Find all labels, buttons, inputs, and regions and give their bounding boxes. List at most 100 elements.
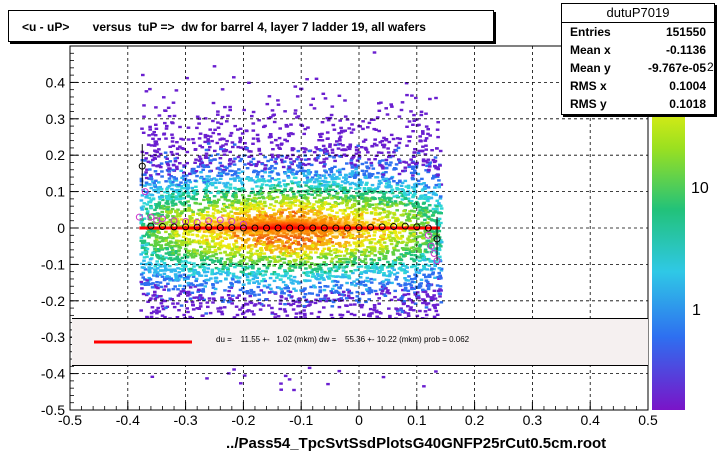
density-cell xyxy=(210,183,215,187)
density-cell xyxy=(407,165,411,169)
density-cell xyxy=(417,223,422,226)
density-cell xyxy=(331,244,335,247)
density-cell xyxy=(165,246,169,250)
density-cell xyxy=(370,173,375,176)
density-cell xyxy=(175,156,179,160)
density-cell xyxy=(147,269,151,272)
density-cell xyxy=(394,234,399,237)
density-cell xyxy=(293,252,298,255)
density-cell xyxy=(304,257,308,260)
density-cell xyxy=(302,205,307,208)
density-cell xyxy=(342,148,346,151)
density-cell xyxy=(416,151,421,155)
density-cell xyxy=(230,302,234,305)
density-cell xyxy=(369,270,374,273)
density-cell xyxy=(266,179,270,183)
density-cell xyxy=(259,202,264,206)
density-cell xyxy=(403,277,407,280)
density-cell xyxy=(174,89,179,92)
density-cell xyxy=(356,185,360,188)
density-cell xyxy=(439,267,444,271)
density-cell xyxy=(257,202,261,205)
density-cell xyxy=(245,275,250,279)
density-cell xyxy=(263,167,268,170)
density-cell xyxy=(337,137,342,140)
density-cell xyxy=(185,150,190,154)
density-cell xyxy=(364,170,369,173)
density-cell xyxy=(260,183,265,186)
density-cell xyxy=(280,160,285,164)
density-cell xyxy=(164,267,168,270)
density-cell xyxy=(140,282,144,286)
density-cell xyxy=(344,270,348,274)
density-cell xyxy=(341,212,346,215)
density-cell xyxy=(423,193,428,197)
density-cell xyxy=(149,311,154,315)
density-cell xyxy=(401,195,406,198)
density-cell xyxy=(186,183,190,187)
density-cell xyxy=(270,184,275,187)
density-cell xyxy=(238,127,243,130)
density-cell xyxy=(400,234,404,238)
density-cell xyxy=(419,278,424,281)
density-cell xyxy=(306,178,310,182)
density-cell xyxy=(315,270,319,273)
density-cell xyxy=(155,243,160,246)
density-cell xyxy=(360,239,365,242)
density-cell xyxy=(410,250,415,253)
density-cell xyxy=(206,207,210,210)
density-cell xyxy=(355,159,360,162)
density-cell xyxy=(426,302,431,305)
density-cell xyxy=(326,247,331,251)
density-cell xyxy=(330,241,335,244)
density-cell xyxy=(268,184,273,188)
density-cell xyxy=(267,255,272,259)
density-cell xyxy=(324,189,329,192)
density-cell xyxy=(405,144,409,147)
density-cell xyxy=(435,199,440,202)
density-cell xyxy=(388,164,392,167)
density-cell xyxy=(310,208,314,212)
density-cell xyxy=(255,272,260,275)
density-cell xyxy=(335,175,339,179)
density-cell xyxy=(415,266,420,270)
density-cell xyxy=(186,138,191,141)
density-cell xyxy=(170,195,175,199)
density-cell xyxy=(231,194,235,198)
density-cell xyxy=(372,142,377,146)
density-cell xyxy=(364,176,368,180)
density-cell xyxy=(332,156,336,159)
density-cell xyxy=(255,179,259,183)
density-cell xyxy=(424,230,428,234)
density-cell xyxy=(149,177,154,181)
density-cell xyxy=(233,124,237,128)
density-cell xyxy=(394,278,398,281)
density-cell xyxy=(271,148,275,151)
density-cell xyxy=(206,148,211,152)
density-cell xyxy=(400,198,405,201)
density-cell xyxy=(234,201,239,204)
density-cell xyxy=(409,171,414,175)
density-cell xyxy=(380,175,385,179)
density-cell xyxy=(169,210,173,213)
density-cell xyxy=(201,168,205,171)
density-cell xyxy=(367,187,371,190)
density-cell xyxy=(262,125,266,129)
density-cell xyxy=(225,258,230,261)
density-cell xyxy=(284,270,288,274)
density-cell xyxy=(232,76,236,79)
density-cell xyxy=(225,246,230,249)
density-cell xyxy=(420,150,425,153)
density-cell xyxy=(424,306,429,309)
density-cell xyxy=(186,281,190,285)
density-cell xyxy=(245,146,249,150)
density-cell xyxy=(287,262,292,265)
density-cell xyxy=(203,195,207,198)
density-cell xyxy=(216,307,220,310)
density-cell xyxy=(194,170,199,173)
density-cell xyxy=(279,388,283,391)
density-cell xyxy=(328,194,332,197)
density-cell xyxy=(436,173,440,176)
density-cell xyxy=(289,197,293,201)
density-cell xyxy=(354,299,359,302)
